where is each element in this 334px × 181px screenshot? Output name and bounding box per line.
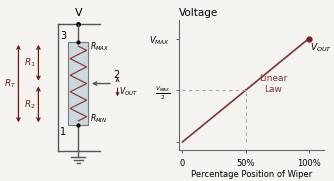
Text: 3: 3	[60, 31, 66, 41]
Bar	[68, 42, 88, 125]
Text: $R_T$: $R_T$	[4, 77, 16, 90]
Text: $R_1$: $R_1$	[24, 56, 36, 69]
Text: V: V	[74, 8, 82, 18]
Text: Voltage: Voltage	[179, 8, 218, 18]
Text: 2: 2	[114, 70, 120, 80]
X-axis label: Percentage Position of Wiper: Percentage Position of Wiper	[191, 170, 312, 179]
Text: $V_{OUT}$: $V_{OUT}$	[310, 42, 332, 54]
Text: Linear
Law: Linear Law	[259, 74, 288, 94]
Text: 1: 1	[60, 127, 66, 137]
Text: $R_{MAX}$: $R_{MAX}$	[90, 41, 110, 53]
Text: $R_2$: $R_2$	[24, 98, 36, 111]
Text: $V_{OUT}$: $V_{OUT}$	[119, 86, 138, 98]
Text: $R_{MIN}$: $R_{MIN}$	[90, 113, 108, 125]
